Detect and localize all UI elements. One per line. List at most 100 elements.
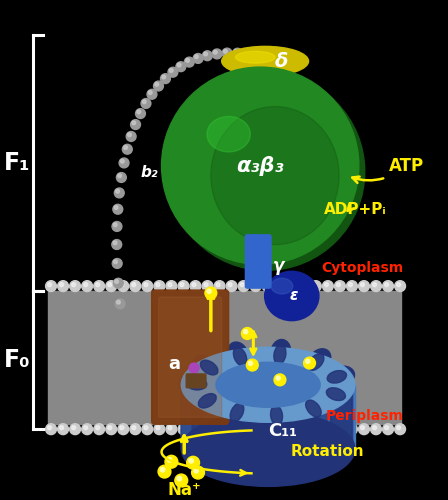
Ellipse shape — [191, 391, 215, 412]
FancyBboxPatch shape — [224, 388, 246, 445]
Circle shape — [184, 57, 194, 67]
Circle shape — [118, 280, 129, 291]
Text: Periplasm: Periplasm — [325, 410, 403, 424]
Circle shape — [204, 52, 207, 56]
Circle shape — [370, 280, 381, 291]
Circle shape — [168, 68, 178, 77]
Circle shape — [192, 282, 196, 286]
Text: Na⁺: Na⁺ — [168, 482, 201, 500]
Circle shape — [113, 241, 117, 244]
Text: Rotation: Rotation — [290, 444, 364, 460]
FancyBboxPatch shape — [152, 290, 228, 424]
Circle shape — [166, 280, 177, 291]
Circle shape — [115, 299, 125, 309]
Circle shape — [126, 132, 136, 141]
Circle shape — [72, 282, 76, 286]
Circle shape — [114, 206, 118, 210]
Ellipse shape — [326, 388, 345, 400]
Circle shape — [228, 426, 232, 430]
Circle shape — [373, 282, 376, 286]
Circle shape — [194, 55, 198, 58]
Circle shape — [175, 474, 188, 487]
Circle shape — [160, 468, 165, 472]
Circle shape — [252, 426, 256, 430]
Circle shape — [167, 458, 172, 462]
Circle shape — [335, 424, 345, 434]
Circle shape — [156, 426, 160, 430]
Circle shape — [58, 424, 69, 434]
Circle shape — [162, 75, 166, 79]
Circle shape — [384, 282, 388, 286]
Circle shape — [116, 172, 126, 182]
Circle shape — [276, 376, 280, 380]
Circle shape — [72, 426, 76, 430]
Ellipse shape — [271, 340, 291, 365]
Circle shape — [336, 282, 340, 286]
Circle shape — [128, 133, 131, 136]
Circle shape — [384, 426, 388, 430]
Circle shape — [193, 54, 203, 64]
Circle shape — [113, 223, 117, 226]
Circle shape — [349, 282, 353, 286]
Circle shape — [310, 280, 321, 291]
Circle shape — [245, 50, 249, 54]
Ellipse shape — [327, 370, 346, 383]
Circle shape — [187, 456, 199, 469]
Circle shape — [346, 424, 358, 434]
Circle shape — [262, 424, 273, 434]
FancyBboxPatch shape — [306, 388, 327, 445]
Circle shape — [233, 48, 242, 58]
Circle shape — [207, 289, 211, 294]
Bar — [48, 291, 401, 424]
Circle shape — [131, 120, 141, 130]
FancyBboxPatch shape — [246, 235, 271, 288]
Circle shape — [96, 282, 99, 286]
FancyBboxPatch shape — [181, 385, 355, 449]
Circle shape — [112, 240, 122, 250]
Text: b₂: b₂ — [141, 165, 159, 180]
Circle shape — [168, 73, 365, 270]
Text: δ: δ — [274, 52, 288, 70]
Circle shape — [47, 426, 52, 430]
Circle shape — [108, 426, 112, 430]
Circle shape — [228, 282, 232, 286]
Circle shape — [185, 58, 190, 62]
Circle shape — [162, 67, 359, 264]
Circle shape — [180, 426, 184, 430]
Ellipse shape — [306, 398, 328, 422]
Circle shape — [289, 426, 292, 430]
Ellipse shape — [236, 52, 275, 63]
Circle shape — [108, 282, 112, 286]
Circle shape — [204, 282, 208, 286]
Ellipse shape — [265, 272, 319, 320]
Circle shape — [46, 280, 56, 291]
Text: γ: γ — [273, 258, 284, 276]
Ellipse shape — [211, 106, 339, 244]
Circle shape — [214, 280, 225, 291]
Circle shape — [96, 426, 99, 430]
Circle shape — [70, 280, 81, 291]
Ellipse shape — [222, 46, 309, 76]
Circle shape — [82, 424, 93, 434]
Circle shape — [205, 287, 217, 299]
FancyBboxPatch shape — [192, 388, 214, 445]
Circle shape — [243, 50, 253, 59]
Circle shape — [160, 74, 170, 84]
Text: ADP+Pᵢ: ADP+Pᵢ — [324, 202, 387, 216]
Circle shape — [323, 280, 333, 291]
Circle shape — [144, 426, 148, 430]
Text: a: a — [168, 354, 181, 372]
Circle shape — [154, 424, 165, 434]
Circle shape — [250, 424, 261, 434]
Circle shape — [120, 282, 124, 286]
Circle shape — [192, 426, 196, 430]
Circle shape — [300, 282, 304, 286]
Circle shape — [106, 424, 116, 434]
Ellipse shape — [200, 360, 218, 375]
Circle shape — [84, 282, 88, 286]
Circle shape — [82, 280, 93, 291]
Circle shape — [142, 424, 153, 434]
Text: F₀: F₀ — [4, 348, 31, 372]
Circle shape — [213, 50, 217, 54]
Circle shape — [70, 424, 81, 434]
